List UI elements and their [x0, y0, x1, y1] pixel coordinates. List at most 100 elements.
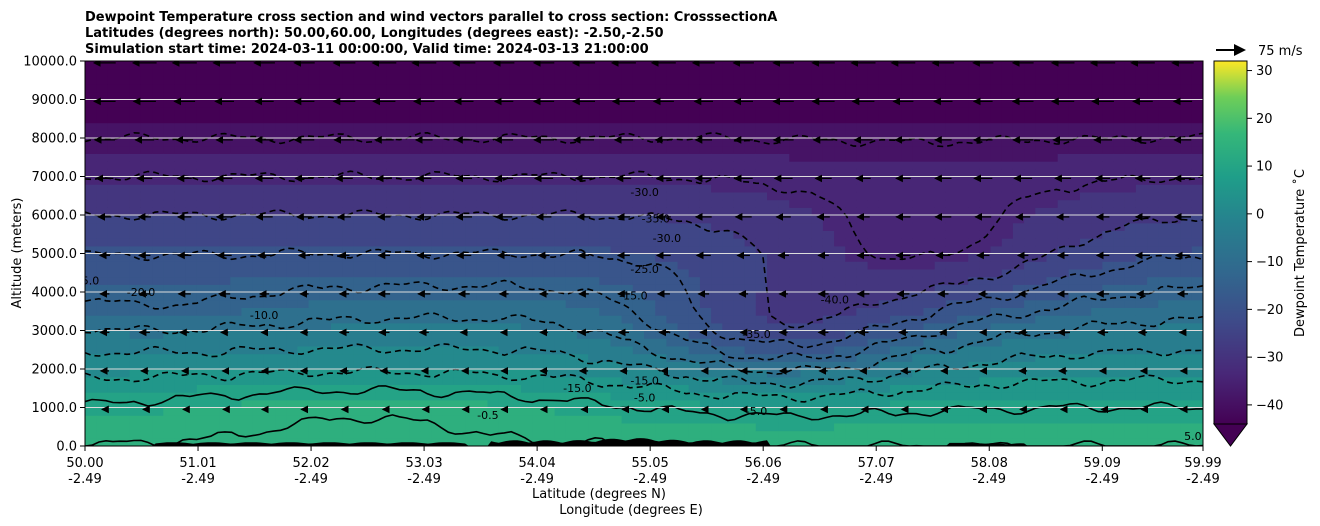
field-cell [442, 84, 455, 93]
field-cell [1091, 330, 1103, 339]
field-cell [319, 91, 332, 101]
field-cell [196, 253, 209, 262]
field-cell [442, 114, 455, 124]
field-cell [263, 261, 276, 270]
field-cell [375, 384, 388, 393]
field-cell [409, 338, 421, 347]
field-cell [923, 168, 936, 178]
field-cell [957, 268, 969, 278]
field-cell [901, 153, 913, 162]
field-cell [912, 407, 925, 416]
field-cell [699, 384, 712, 393]
field-cell [275, 330, 287, 339]
field-cell [867, 299, 880, 308]
field-cell [219, 122, 231, 131]
field-cell [990, 292, 1003, 301]
field-cell [375, 122, 388, 131]
field-cell [621, 307, 634, 316]
field-cell [409, 299, 421, 308]
field-cell [1135, 99, 1148, 108]
field-cell [789, 422, 802, 432]
field-cell [1012, 114, 1025, 124]
field-cell [845, 407, 857, 416]
field-cell [699, 292, 712, 301]
field-cell [755, 184, 768, 193]
field-cell [107, 215, 120, 224]
field-cell [822, 315, 835, 324]
field-cell [677, 230, 690, 239]
field-cell [521, 238, 533, 247]
field-cell [219, 84, 231, 93]
field-cell [878, 315, 891, 324]
field-cell [957, 299, 969, 308]
field-cell [532, 315, 544, 324]
field-cell [263, 222, 276, 231]
field-cell [554, 107, 567, 116]
field-cell [532, 322, 544, 332]
field-cell [655, 292, 667, 301]
field-cell [632, 199, 645, 208]
field-cell [375, 107, 388, 116]
field-cell [655, 330, 667, 339]
field-cell [140, 84, 153, 93]
field-cell [1180, 199, 1193, 208]
field-cell [230, 191, 243, 201]
field-cell [286, 230, 298, 239]
field-cell [252, 268, 265, 278]
field-cell [711, 299, 723, 308]
field-cell [107, 153, 120, 162]
field-cell [85, 207, 97, 216]
field-cell [644, 114, 656, 124]
field-cell [230, 99, 243, 108]
field-cell [521, 215, 533, 224]
field-cell [800, 122, 813, 131]
field-cell [498, 107, 511, 116]
field-cell [96, 338, 108, 347]
field-cell [319, 138, 332, 147]
field-cell [1080, 369, 1092, 378]
field-cell [856, 292, 869, 301]
field-cell [1180, 430, 1193, 439]
field-cell [118, 369, 131, 378]
field-cell [286, 369, 298, 378]
field-cell [554, 145, 567, 154]
field-cell [655, 307, 667, 316]
field-cell [722, 384, 735, 393]
field-cell [699, 353, 712, 362]
field-cell [588, 238, 600, 247]
field-cell [163, 345, 176, 355]
field-cell [543, 207, 556, 216]
field-cell [767, 284, 779, 293]
field-cell [1102, 91, 1115, 101]
field-cell [1012, 384, 1025, 393]
field-cell [789, 191, 802, 201]
field-cell [420, 153, 433, 162]
field-cell [532, 245, 544, 255]
field-cell [666, 230, 679, 239]
field-cell [1091, 107, 1103, 116]
field-cell [1012, 230, 1025, 239]
field-cell [722, 276, 735, 285]
field-cell [286, 376, 298, 385]
field-cell [610, 384, 623, 393]
field-cell [498, 84, 511, 93]
field-cell [890, 345, 902, 355]
field-cell [901, 392, 913, 401]
field-cell [465, 307, 477, 316]
field-cell [688, 292, 701, 301]
field-cell [1124, 168, 1137, 178]
field-cell [420, 399, 433, 409]
field-cell [744, 76, 757, 85]
field-cell [867, 84, 880, 93]
field-cell [118, 107, 131, 116]
field-cell [1169, 107, 1182, 116]
field-cell [699, 122, 712, 131]
field-cell [610, 191, 623, 201]
field-cell [990, 61, 1003, 70]
field-cell [521, 430, 533, 439]
field-cell [196, 84, 209, 93]
field-cell [1158, 261, 1171, 270]
field-cell [890, 161, 902, 170]
field-cell [554, 68, 567, 77]
field-cell [420, 315, 433, 324]
